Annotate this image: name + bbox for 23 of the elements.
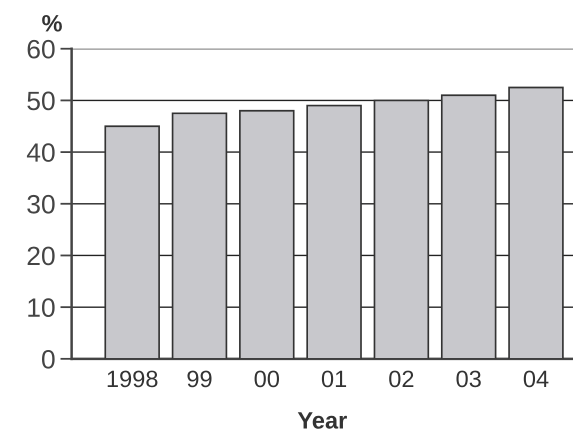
y-tick-label: 30 (27, 194, 55, 214)
x-tick-label: 04 (524, 370, 548, 388)
y-tick-label: 60 (28, 40, 55, 59)
bar (239, 110, 295, 359)
y-tick-label: 10 (28, 298, 55, 317)
x-tick-label: 00 (254, 370, 279, 388)
bar (440, 94, 496, 359)
y-tick-label: 0 (42, 350, 55, 369)
bar (306, 104, 362, 359)
y-tick-label: 50 (27, 92, 55, 110)
bar (104, 125, 160, 359)
x-tick-label: 03 (456, 370, 481, 388)
y-tick-label: 40 (26, 143, 55, 162)
x-tick-label: 99 (187, 370, 212, 388)
bar (172, 112, 228, 359)
x-axis-title: Year (298, 412, 347, 429)
y-axis-title: % (42, 15, 62, 32)
x-tick-label: 01 (322, 370, 346, 388)
bar (374, 100, 430, 359)
bar (508, 86, 564, 359)
x-tick-label: 02 (389, 370, 414, 388)
y-tick-label: 20 (28, 246, 55, 266)
x-tick-label: 1998 (108, 370, 158, 388)
